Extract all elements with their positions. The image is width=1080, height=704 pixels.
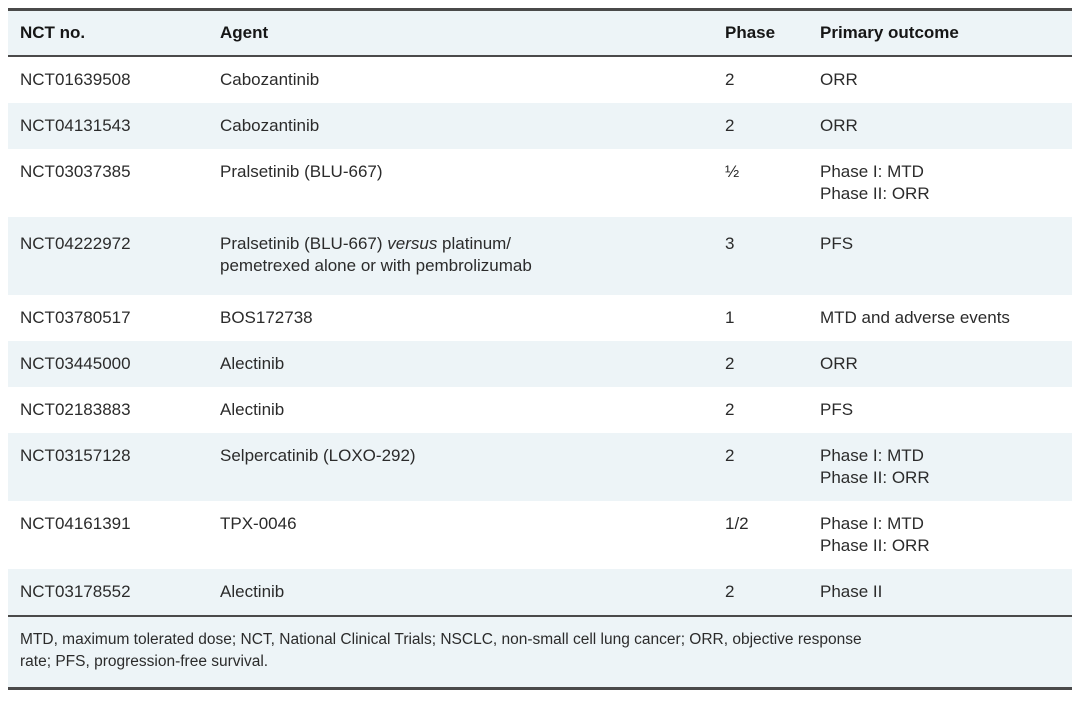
phase-cell: ½ — [725, 162, 740, 181]
phase-cell: 2 — [725, 70, 735, 89]
phase-cell: 2 — [725, 446, 735, 465]
outcome-cell: PFS — [820, 400, 854, 419]
nct-cell: NCT03037385 — [20, 162, 131, 181]
phase-cell: 3 — [725, 234, 735, 253]
agent-versus-italic: versus — [387, 234, 438, 253]
outcome-cell: Phase II — [820, 582, 883, 601]
nct-cell: NCT04131543 — [20, 116, 131, 135]
phase-cell: 2 — [725, 354, 735, 373]
phase-cell: 2 — [725, 582, 735, 601]
outcome-cell: ORR — [820, 354, 858, 373]
column-header-agent: Agent — [208, 9, 713, 57]
nct-cell: NCT03157128 — [20, 446, 131, 465]
outcome-cell: Phase I: MTD Phase II: ORR — [820, 514, 930, 555]
nct-cell: NCT03445000 — [20, 354, 131, 373]
table-footnote: MTD, maximum tolerated dose; NCT, Nation… — [8, 615, 1072, 689]
header-row: NCT no. Agent Phase Primary outcome — [8, 9, 1072, 57]
footnote-row: MTD, maximum tolerated dose; NCT, Nation… — [8, 615, 1072, 689]
phase-cell: 2 — [725, 116, 735, 135]
agent-cell: Cabozantinib — [220, 70, 320, 89]
table-row: NCT03157128 Selpercatinib (LOXO-292) 2 Phas… — [8, 433, 1072, 501]
nct-cell: NCT03178552 — [20, 582, 131, 601]
table-row: NCT04131543 Cabozantinib 2 ORR — [8, 103, 1072, 149]
outcome-cell: MTD and adverse events — [820, 308, 1010, 327]
nct-cell: NCT03780517 — [20, 308, 131, 327]
agent-text: Pralsetinib (BLU-667) — [220, 234, 388, 253]
agent-cell: Selpercatinib (LOXO-292) — [220, 446, 416, 465]
column-header-phase: Phase — [713, 9, 808, 57]
nct-cell: NCT04222972 — [20, 234, 131, 253]
outcome-cell: Phase I: MTD Phase II: ORR — [820, 162, 930, 203]
agent-cell: BOS172738 — [220, 308, 313, 327]
phase-cell: 1/2 — [725, 514, 749, 533]
table-header: NCT no. Agent Phase Primary outcome — [8, 9, 1072, 57]
agent-cell: TPX-0046 — [220, 514, 297, 533]
table-row: NCT03780517 BOS172738 1 MTD and adverse eve… — [8, 295, 1072, 341]
agent-cell: Alectinib — [220, 582, 285, 601]
outcome-cell: PFS — [820, 234, 854, 253]
agent-cell: Alectinib — [220, 354, 285, 373]
table-row: NCT04161391 TPX-0046 1/2 Phase I: MTD Phase… — [8, 501, 1072, 569]
table-row: NCT02183883 Alectinib 2 PFS — [8, 387, 1072, 433]
column-header-primary-outcome: Primary outcome — [808, 9, 1072, 57]
phase-cell: 2 — [725, 400, 735, 419]
outcome-cell: Phase I: MTD Phase II: ORR — [820, 446, 930, 487]
agent-text: platinum/ pemetrexed alone or with pembr… — [220, 234, 532, 275]
column-header-nct: NCT no. — [8, 9, 208, 57]
phase-cell: 1 — [725, 308, 735, 327]
table-body: NCT01639508 Cabozantinib 2 ORR NCT04131543 C… — [8, 56, 1072, 616]
nct-cell: NCT01639508 — [20, 70, 131, 89]
table-row: NCT03037385 Pralsetinib (BLU-667) ½ Phase I… — [8, 149, 1072, 217]
agent-cell: Pralsetinib (BLU-667) — [220, 162, 383, 181]
outcome-cell: ORR — [820, 116, 858, 135]
agent-cell: Cabozantinib — [220, 116, 320, 135]
table-row: NCT03445000 Alectinib 2 ORR — [8, 341, 1072, 387]
table-row: NCT03178552 Alectinib 2 Phase II — [8, 569, 1072, 616]
agent-cell: Pralsetinib (BLU-667) versus platinum/ p… — [208, 217, 713, 295]
table-row: NCT01639508 Cabozantinib 2 ORR — [8, 56, 1072, 103]
clinical-trials-table: NCT no. Agent Phase Primary outcome NCT0… — [8, 8, 1072, 690]
outcome-cell: ORR — [820, 70, 858, 89]
table-footer: MTD, maximum tolerated dose; NCT, Nation… — [8, 615, 1072, 689]
nct-cell: NCT04161391 — [20, 514, 131, 533]
table-row: NCT04222972 Pralsetinib (BLU-667) versus … — [8, 217, 1072, 295]
agent-cell: Alectinib — [220, 400, 285, 419]
nct-cell: NCT02183883 — [20, 400, 131, 419]
